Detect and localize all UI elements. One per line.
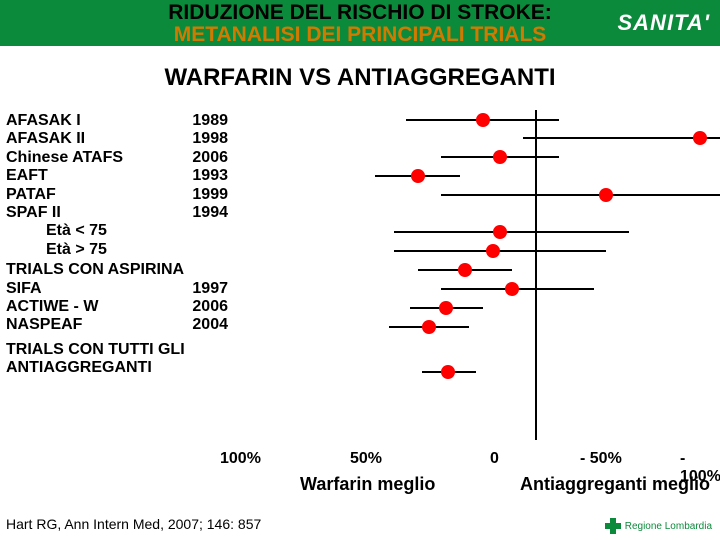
ci-line	[394, 231, 629, 233]
point-dot	[493, 150, 507, 164]
trial-labels: AFASAK I1989 AFASAK II1998 Chinese ATAFS…	[6, 112, 236, 377]
regione-logo: Regione Lombardia	[605, 518, 712, 534]
header-sanita: SANITA'	[618, 10, 711, 36]
zero-line	[535, 110, 537, 440]
trial-row: Chinese ATAFS2006	[6, 149, 236, 167]
section-tutti-1: TRIALS CON TUTTI GLI	[6, 341, 236, 359]
cross-icon	[605, 518, 621, 534]
trial-row: SIFA1997	[6, 280, 236, 298]
point-dot	[458, 263, 472, 277]
axis-tick: - 50%	[580, 450, 622, 468]
ci-line	[394, 250, 606, 252]
point-dot	[493, 225, 507, 239]
point-dot	[599, 188, 613, 202]
subtitle: WARFARIN VS ANTIAGGREGANTI	[0, 64, 720, 92]
point-dot	[439, 301, 453, 315]
point-dot	[411, 169, 425, 183]
trial-row: SPAF II1994	[6, 204, 236, 222]
citation: Hart RG, Ann Intern Med, 2007; 146: 857	[6, 516, 261, 532]
label-warfarin: Warfarin meglio	[300, 474, 435, 495]
ci-line	[441, 194, 720, 196]
section-aspirina: TRIALS CON ASPIRINA	[6, 261, 236, 279]
point-dot	[441, 365, 455, 379]
axis-tick: 50%	[350, 450, 382, 468]
trial-row: PATAF1999	[6, 186, 236, 204]
axis-tick: 0	[490, 450, 499, 468]
ci-line	[523, 137, 720, 139]
point-dot	[486, 244, 500, 258]
trial-row: AFASAK II1998	[6, 130, 236, 148]
title-line-1: RIDUZIONE DEL RISCHIO DI STROKE:	[110, 2, 610, 24]
trial-row: AFASAK I1989	[6, 112, 236, 130]
spaf-sub: Età > 75	[6, 241, 236, 259]
trial-row: EAFT1993	[6, 167, 236, 185]
axis-tick: 100%	[220, 450, 261, 468]
label-antiagg: Antiaggreganti meglio	[520, 474, 710, 495]
point-dot	[476, 113, 490, 127]
point-dot	[505, 282, 519, 296]
point-dot	[693, 131, 707, 145]
trial-row: ACTIWE - W2006	[6, 298, 236, 316]
spaf-sub: Età < 75	[6, 222, 236, 240]
trial-row: NASPEAF2004	[6, 316, 236, 334]
point-dot	[422, 320, 436, 334]
section-tutti-2: ANTIAGGREGANTI	[6, 359, 236, 377]
title-block: RIDUZIONE DEL RISCHIO DI STROKE: METANAL…	[110, 2, 610, 46]
logo-text: Regione Lombardia	[625, 521, 712, 532]
title-line-2: METANALISI DEI PRINCIPALI TRIALS	[110, 24, 610, 46]
forest-plot	[235, 110, 715, 450]
